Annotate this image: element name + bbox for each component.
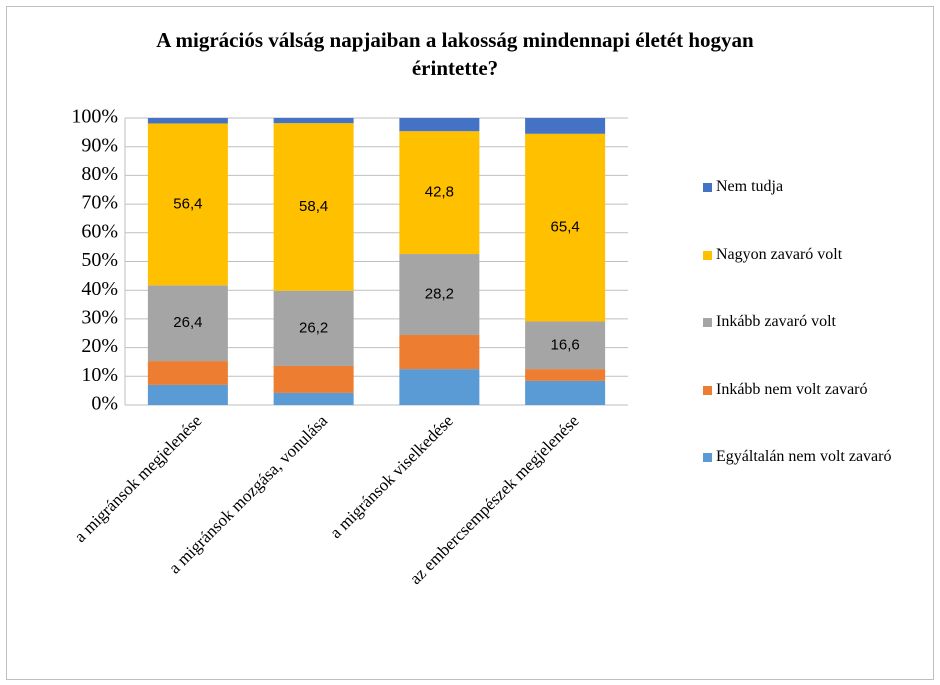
- legend-item: Nagyon zavaró volt: [703, 244, 913, 266]
- y-tick-label: 20%: [81, 335, 118, 357]
- legend-swatch: [703, 183, 712, 192]
- bar-segment: [147, 361, 228, 385]
- legend-item: Nem tudja: [703, 176, 913, 198]
- y-tick-label: 40%: [81, 278, 118, 300]
- bar-segment: [525, 321, 606, 370]
- data-label: 42,8: [425, 184, 454, 201]
- bar-segment: [147, 384, 228, 405]
- y-tick-label: 60%: [81, 220, 118, 242]
- bar-segment: [147, 123, 228, 286]
- bar-segment: [525, 380, 606, 405]
- legend-swatch: [703, 453, 712, 462]
- chart-title: A migrációs válság napjaiban a lakosság …: [156, 28, 754, 80]
- bar-segment: [273, 123, 354, 291]
- y-tick-label: 80%: [81, 163, 118, 185]
- data-label: 58,4: [299, 198, 328, 215]
- data-label: 28,2: [425, 285, 454, 302]
- legend-item: Inkább zavaró volt: [703, 311, 913, 333]
- data-label: 26,2: [299, 319, 328, 336]
- bar-segment: [273, 392, 354, 405]
- x-tick-label: a migránsok megjelenése: [71, 411, 206, 546]
- y-tick-label: 100%: [71, 106, 118, 128]
- y-tick-label: 10%: [81, 364, 118, 386]
- y-tick-label: 90%: [81, 134, 118, 156]
- x-tick-label: a migránsok viselkedése: [326, 411, 457, 542]
- legend-swatch: [703, 386, 712, 395]
- y-tick-label: 50%: [81, 249, 118, 271]
- bar-segment: [273, 118, 354, 124]
- bar-segment: [525, 369, 606, 381]
- bar-segment: [273, 365, 354, 393]
- data-label: 56,4: [173, 195, 202, 212]
- bar-segment: [525, 118, 606, 134]
- legend-item: Egyáltalán nem volt zavaró: [703, 446, 913, 468]
- bar-segment: [399, 118, 480, 132]
- bar-segment: [399, 334, 480, 370]
- bar-segment: [147, 285, 228, 362]
- bar-segment: [399, 131, 480, 255]
- bar-segment: [399, 369, 480, 405]
- data-label: 65,4: [551, 219, 580, 236]
- legend-label: Egyáltalán nem volt zavaró: [716, 448, 892, 465]
- bar-segment: [273, 290, 354, 366]
- bar-segment: [525, 133, 606, 322]
- legend-swatch: [703, 251, 712, 260]
- legend-label: Inkább nem volt zavaró: [716, 381, 868, 398]
- legend-label: Inkább zavaró volt: [716, 313, 836, 330]
- data-label: 26,4: [173, 314, 202, 331]
- data-label: 16,6: [551, 336, 580, 353]
- legend-swatch: [703, 318, 712, 327]
- legend-label: Nagyon zavaró volt: [716, 246, 843, 263]
- y-tick-label: 70%: [81, 192, 118, 214]
- chart-frame: [6, 6, 934, 680]
- legend-label: Nem tudja: [716, 178, 784, 195]
- legend-item: Inkább nem volt zavaró: [703, 379, 913, 401]
- y-tick-label: 30%: [81, 306, 118, 328]
- y-tick-label: 0%: [91, 393, 118, 415]
- bar-segment: [399, 254, 480, 335]
- bar-segment: [147, 118, 228, 124]
